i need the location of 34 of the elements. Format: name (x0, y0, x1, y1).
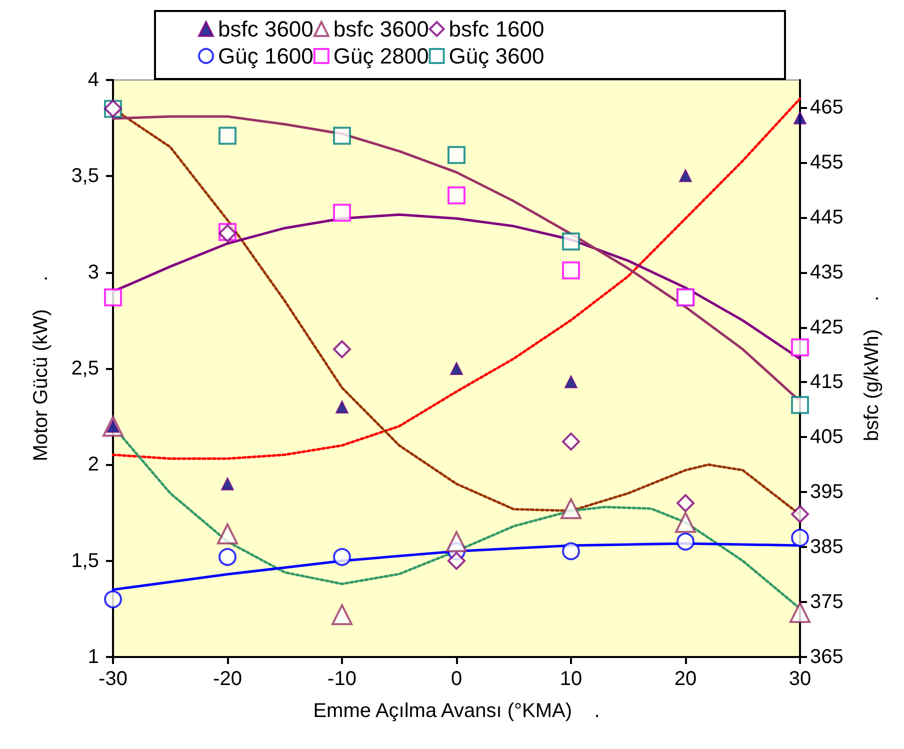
y2-tick-label: 435 (810, 261, 844, 284)
x-axis-title: Emme Açılma Avansı (°KMA) . (313, 700, 600, 722)
legend-label: Güç 2800 (333, 44, 429, 68)
legend-label: Güç 1600 (218, 44, 314, 68)
y2-tick-label: 365 (810, 646, 844, 668)
x-tick-label: 30 (788, 668, 812, 690)
y2-tick-label: 395 (810, 481, 844, 504)
y2-tick-label: 375 (810, 591, 844, 614)
y-tick-label: 3 (88, 261, 99, 284)
x-tick-label: -20 (213, 668, 242, 690)
y2-axis-title: bsfc (g/kWh) . (861, 296, 883, 442)
y2-tick-label: 405 (810, 426, 844, 448)
x-tick-label: 0 (450, 668, 462, 690)
y2-tick-label: 445 (810, 206, 844, 228)
y2-tick-label: 455 (810, 151, 844, 174)
y-tick-label: 4 (88, 69, 99, 91)
y2-tick-label: 385 (810, 536, 844, 558)
legend-label: bsfc 3600 (218, 16, 314, 42)
legend-label: Güç 3600 (448, 44, 544, 68)
x-tick-label: -30 (98, 668, 128, 690)
legend-label: bsfc 1600 (448, 16, 544, 42)
y-tick-label: 1 (88, 646, 99, 668)
y-tick-label: 2,5 (71, 358, 99, 380)
y-tick-label: 2 (88, 454, 99, 476)
y-axis-title: Motor Gücü (kW) . (30, 276, 52, 462)
y2-tick-label: 415 (810, 371, 844, 394)
x-tick-label: 20 (674, 668, 697, 690)
y-tick-label: 3,5 (71, 165, 99, 188)
x-tick-label: 10 (560, 668, 582, 690)
y2-tick-label: 465 (810, 96, 844, 118)
legend-label: bsfc 3600 (333, 16, 429, 42)
y-tick-label: 1,5 (71, 550, 99, 572)
y2-tick-label: 425 (810, 316, 844, 338)
x-tick-label: -10 (328, 668, 356, 690)
